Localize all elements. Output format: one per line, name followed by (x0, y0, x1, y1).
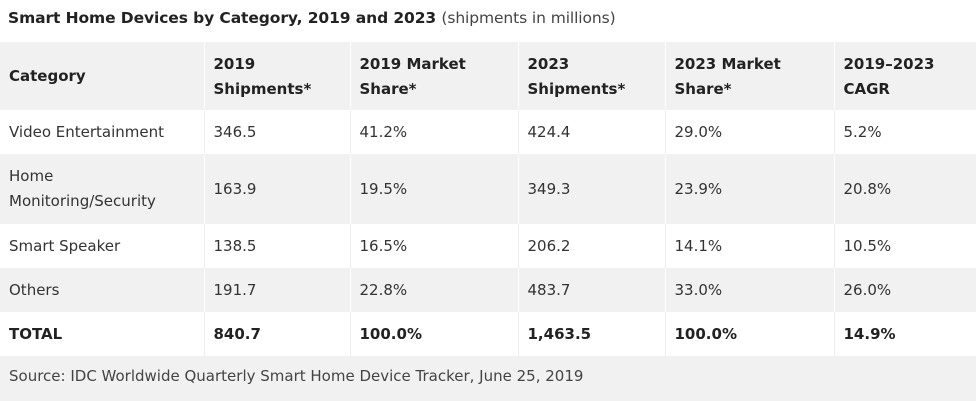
title-subtitle: (shipments in millions) (441, 9, 616, 27)
cell-cagr: 20.8% (843, 179, 892, 198)
cell-category: Others (0, 268, 205, 312)
column-header-2023-shipments: 2023 Shipments* (518, 42, 666, 110)
table-row: Video Entertainment 346.5 41.2% 424.4 29… (0, 110, 976, 154)
cell-shipments-2019: 346.5 (204, 110, 351, 154)
cell-shipments-2019: 163.9 (204, 154, 351, 224)
table-body: Video Entertainment 346.5 41.2% 424.4 29… (0, 110, 976, 356)
cell-cagr: 26.0% (843, 280, 892, 299)
cell-shipments-2023: 206.2 (518, 224, 666, 268)
cell-share-2023: 100.0% (665, 312, 835, 356)
table-row: Smart Speaker 138.5 16.5% 206.2 14.1% 10… (0, 224, 976, 268)
cell-share-2019: 19.5% (350, 154, 519, 224)
cell-shipments-2023: 424.4 (518, 110, 666, 154)
cell-cagr: 10.5% (843, 236, 892, 255)
cell-shipments-2023: 349.3 (518, 154, 666, 224)
column-header-category: Category (0, 42, 205, 110)
column-header-2023-market-share: 2023 Market Share* (665, 42, 835, 110)
cell-cagr: 14.9% (843, 324, 896, 343)
title-text: Smart Home Devices by Category, 2019 and… (8, 9, 437, 27)
source-footer: Source: IDC Worldwide Quarterly Smart Ho… (0, 356, 976, 401)
cell-share-2023: 29.0% (665, 110, 835, 154)
cell-category: Home Monitoring/Security (0, 154, 205, 224)
cell-share-2023: 14.1% (665, 224, 835, 268)
cell-category: Smart Speaker (0, 224, 205, 268)
data-table: Category 2019 Shipments* 2019 Market Share… (0, 42, 976, 356)
cell-shipments-2019: 138.5 (204, 224, 351, 268)
cell-category: TOTAL (0, 312, 205, 356)
page-title: Smart Home Devices by Category, 2019 and… (8, 9, 616, 27)
table-header: Category 2019 Shipments* 2019 Market Share… (0, 42, 976, 110)
column-header-cagr: 2019–2023 CAGR (843, 54, 935, 98)
column-header-2019-market-share: 2019 Market Share* (350, 42, 519, 110)
total-row: TOTAL 840.7 100.0% 1,463.5 100.0% 14.9% (0, 312, 976, 356)
table-row: Others 191.7 22.8% 483.7 33.0% 26.0% (0, 268, 976, 312)
cell-share-2019: 41.2% (350, 110, 519, 154)
source-note: Source: IDC Worldwide Quarterly Smart Ho… (9, 367, 584, 385)
cell-shipments-2019: 191.7 (204, 268, 351, 312)
cell-share-2023: 23.9% (665, 154, 835, 224)
cell-shipments-2019: 840.7 (204, 312, 351, 356)
cell-category: Video Entertainment (0, 110, 205, 154)
cell-share-2019: 100.0% (350, 312, 519, 356)
cell-share-2019: 16.5% (350, 224, 519, 268)
cell-cagr: 5.2% (843, 122, 882, 141)
table-row: Home Monitoring/Security 163.9 19.5% 349… (0, 154, 976, 224)
cell-shipments-2023: 483.7 (518, 268, 666, 312)
header-row: Category 2019 Shipments* 2019 Market Share… (0, 42, 976, 110)
cell-shipments-2023: 1,463.5 (518, 312, 666, 356)
column-header-2019-shipments: 2019 Shipments* (204, 42, 351, 110)
cell-share-2019: 22.8% (350, 268, 519, 312)
cell-share-2023: 33.0% (665, 268, 835, 312)
title-bar: Smart Home Devices by Category, 2019 and… (0, 0, 976, 40)
